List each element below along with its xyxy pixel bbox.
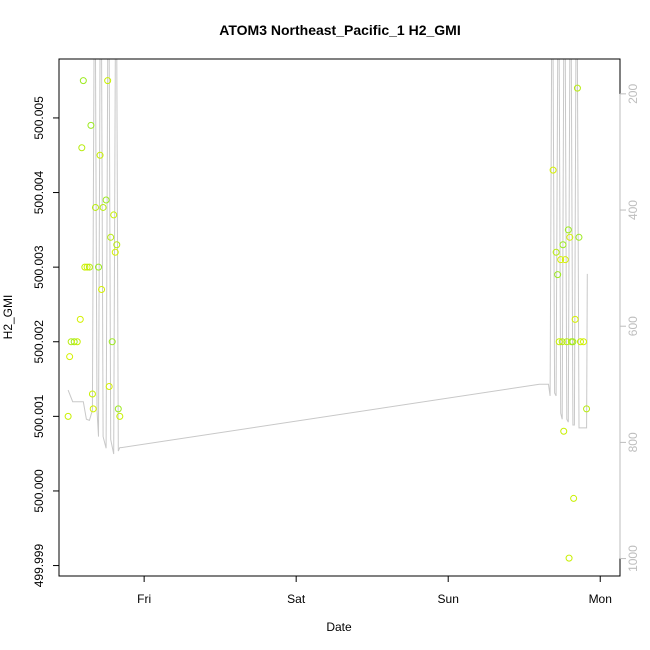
data-point (96, 151, 104, 159)
data-point (583, 405, 591, 413)
data-point (573, 84, 581, 92)
data-point (85, 263, 93, 271)
y2-tick-label: 800 (626, 432, 640, 452)
x-tick-label: Sun (438, 592, 459, 606)
data-point (552, 248, 560, 256)
data-point (561, 256, 569, 264)
data-point (558, 338, 566, 346)
data-point (108, 338, 116, 346)
data-point (73, 338, 81, 346)
x-tick-label: Sat (287, 592, 306, 606)
y-tick-label: 500.003 (32, 245, 46, 289)
data-point (580, 338, 588, 346)
data-point (76, 315, 84, 323)
data-point (555, 338, 563, 346)
y2-tick-label: 1000 (626, 545, 640, 572)
data-point (571, 315, 579, 323)
data-point (110, 211, 118, 219)
data-point (116, 412, 124, 420)
data-point (104, 77, 112, 85)
data-point (87, 121, 95, 129)
x-axis-label: Date (326, 620, 352, 634)
y-tick-label: 500.000 (32, 469, 46, 513)
data-point (570, 494, 578, 502)
data-point (66, 353, 74, 361)
x-tick-label: Fri (137, 592, 151, 606)
data-point (91, 203, 99, 211)
data-point (569, 338, 577, 346)
y-tick-label: 499.999 (32, 544, 46, 588)
plot-frame (58, 58, 621, 577)
y2-tick-label: 600 (626, 316, 640, 336)
y-tick-label: 500.005 (32, 96, 46, 140)
data-point (566, 233, 574, 241)
data-point (575, 233, 583, 241)
data-point (81, 263, 89, 271)
data-point (83, 263, 91, 271)
data-point (111, 248, 119, 256)
data-point (89, 405, 97, 413)
y-axis-label: H2_GMI (1, 295, 15, 340)
y-tick-label: 500.001 (32, 394, 46, 438)
data-point (107, 233, 115, 241)
data-point (559, 241, 567, 249)
data-point (114, 405, 122, 413)
y2-tick-label: 200 (626, 84, 640, 104)
data-point (113, 241, 121, 249)
data-point (565, 554, 573, 562)
y-tick-label: 500.002 (32, 320, 46, 364)
data-point (70, 338, 78, 346)
data-point (79, 77, 87, 85)
data-point (88, 390, 96, 398)
x-tick-label: Mon (589, 592, 612, 606)
data-point (64, 412, 72, 420)
data-point (98, 286, 106, 294)
scatter-points-layer (64, 77, 591, 562)
data-point (99, 203, 107, 211)
data-point (549, 166, 557, 174)
data-point (557, 256, 565, 264)
y-tick-label: 500.004 (32, 171, 46, 215)
data-point (554, 271, 562, 279)
data-point (564, 226, 572, 234)
y-axis-right: 200 400 600 800 1000 (619, 84, 640, 572)
data-point (78, 144, 86, 152)
x-axis: Fri Sat Sun Mon (137, 575, 612, 606)
y-axis-left: 499.999 500.000 500.001 500.002 500.003 500.0… (32, 96, 60, 588)
pressure-line-layer (67, 58, 588, 455)
data-point (95, 263, 103, 271)
data-point (105, 383, 113, 391)
y2-tick-label: 400 (626, 200, 640, 220)
data-point (560, 427, 568, 435)
pressure-line (67, 58, 588, 455)
chart-title: ATOM3 Northeast_Pacific_1 H2_GMI (219, 22, 460, 38)
data-point (576, 338, 584, 346)
data-point (102, 196, 110, 204)
